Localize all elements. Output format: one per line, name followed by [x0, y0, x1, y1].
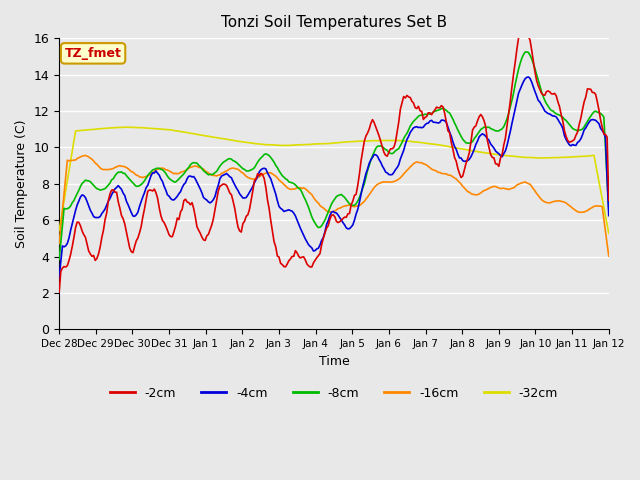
Y-axis label: Soil Temperature (C): Soil Temperature (C)	[15, 120, 28, 248]
Title: Tonzi Soil Temperatures Set B: Tonzi Soil Temperatures Set B	[221, 15, 447, 30]
Legend: -2cm, -4cm, -8cm, -16cm, -32cm: -2cm, -4cm, -8cm, -16cm, -32cm	[105, 382, 563, 405]
X-axis label: Time: Time	[319, 355, 349, 368]
Text: TZ_fmet: TZ_fmet	[65, 47, 122, 60]
